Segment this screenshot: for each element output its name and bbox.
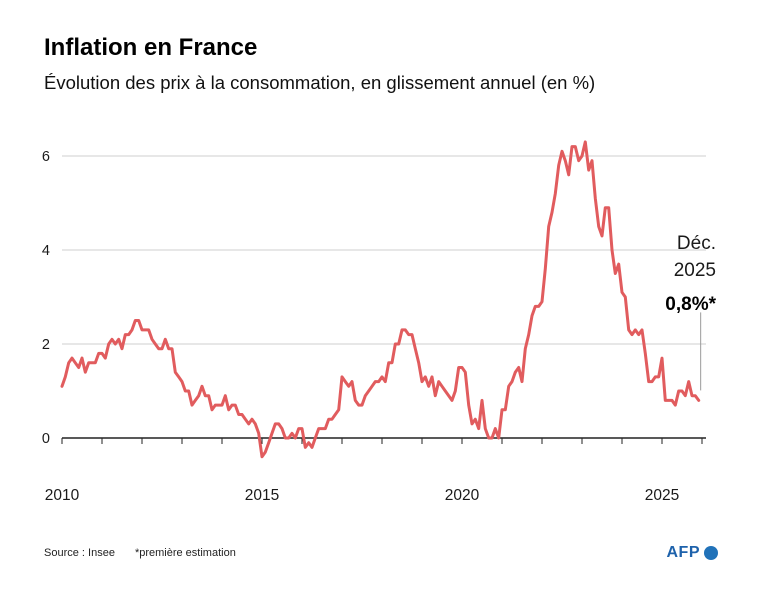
inflation-series-line: [60, 140, 701, 459]
x-axis-label-2010: 2010: [45, 487, 80, 504]
afp-globe-icon: [704, 546, 718, 560]
y-axis-label-4: 4: [42, 243, 50, 259]
estimation-note: *première estimation: [134, 547, 236, 559]
source-label: Source : Insee: [44, 547, 115, 559]
x-axis-label-2015: 2015: [245, 487, 279, 504]
y-axis-label-6: 6: [42, 149, 50, 165]
y-axis-label-0: 0: [42, 431, 50, 447]
page-subtitle: Évolution des prix à la consommation, en…: [44, 72, 596, 93]
annotation-value: 0,8%*: [665, 294, 716, 315]
footer: Source : Insee *première estimation AFP: [44, 544, 718, 562]
footer-credits: Source : Insee *première estimation: [44, 547, 236, 559]
annotation-month: Déc.: [676, 233, 716, 254]
x-axis-label-2020: 2020: [445, 487, 480, 504]
afp-logo: AFP: [666, 544, 718, 562]
inflation-line-chart: 0 2 4 6 2010 2015 2020 2025: [42, 140, 706, 504]
last-point-annotation: Déc. 2025 0,8%*: [665, 230, 716, 318]
x-axis-label-2025: 2025: [645, 487, 679, 504]
page-title: Inflation en France: [44, 34, 258, 61]
afp-logo-text: AFP: [666, 544, 700, 561]
y-axis-label-2: 2: [42, 337, 50, 353]
annotation-year: 2025: [673, 260, 716, 281]
